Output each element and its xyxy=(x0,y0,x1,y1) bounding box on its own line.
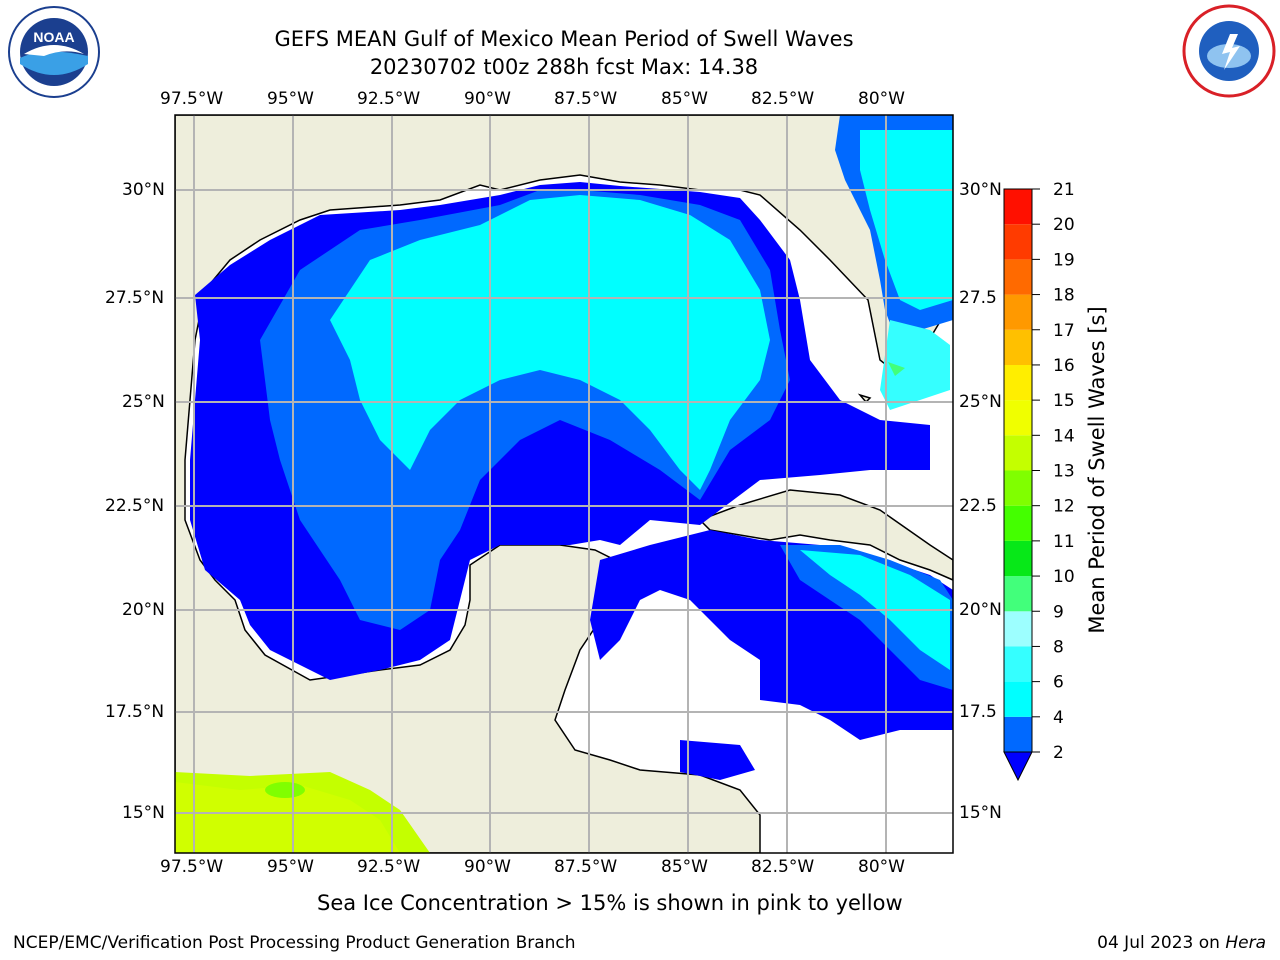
colorbar-segment xyxy=(1004,224,1032,260)
colorbar-label: Mean Period of Swell Waves [s] xyxy=(1085,306,1109,634)
lon-label-top: 87.5°W xyxy=(554,89,618,109)
lat-label-left: 20°N xyxy=(122,600,165,620)
lat-label-right: 25°N xyxy=(959,392,1002,412)
colorbar-segment xyxy=(1004,364,1032,401)
colorbar-tick-label: 2 xyxy=(1053,743,1064,763)
colorbar-segment xyxy=(1004,259,1032,295)
footer-machine: Hera xyxy=(1225,933,1266,953)
colorbar: 2 4 6 8 9 10 11 12 13 14 15 16 17 18 19 20 21 xyxy=(1003,180,1075,782)
lon-label-bottom: 80°W xyxy=(858,857,905,877)
colorbar-segment xyxy=(1004,681,1032,717)
colorbar-tick-label: 19 xyxy=(1053,250,1075,270)
svg-text:NOAA: NOAA xyxy=(33,29,74,45)
colorbar-tick-label: 21 xyxy=(1053,180,1075,200)
colorbar-tick-label: 14 xyxy=(1053,426,1075,446)
chart-title: GEFS MEAN Gulf of Mexico Mean Period of … xyxy=(274,27,854,51)
nws-logo xyxy=(1182,4,1276,98)
footer-date-text: 04 Jul 2023 on xyxy=(1097,933,1226,953)
footer-date: 04 Jul 2023 on Hera xyxy=(1097,933,1266,953)
colorbar-segment xyxy=(1004,611,1032,647)
colorbar-tick-label: 20 xyxy=(1053,215,1075,235)
colorbar-extend-arrow xyxy=(1003,751,1033,782)
lat-label-left: 22.5°N xyxy=(105,496,165,516)
lon-label-bottom: 85°W xyxy=(661,857,708,877)
colorbar-tick-label: 6 xyxy=(1053,673,1064,693)
lon-label-top: 97.5°W xyxy=(160,89,224,109)
colorbar-tick-label: 16 xyxy=(1053,356,1075,376)
colorbar-segment xyxy=(1004,189,1032,225)
colorbar-tick-label: 12 xyxy=(1053,497,1075,517)
colorbar-segment xyxy=(1004,470,1032,506)
colorbar-segment xyxy=(1004,329,1032,365)
colorbar-tick-label: 4 xyxy=(1053,708,1064,728)
colorbar-tick-label: 17 xyxy=(1053,321,1075,341)
lat-label-left: 25°N xyxy=(122,392,165,412)
colorbar-tick-label: 11 xyxy=(1053,532,1075,552)
lon-label-bottom: 87.5°W xyxy=(554,857,618,877)
colorbar-segment xyxy=(1004,400,1032,436)
graticule xyxy=(175,115,953,853)
lon-label-bottom: 82.5°W xyxy=(751,857,815,877)
lon-label-bottom: 90°W xyxy=(464,857,511,877)
lon-label-top: 92.5°W xyxy=(357,89,421,109)
colorbar-segment xyxy=(1004,505,1032,541)
colorbar-tick-label: 9 xyxy=(1053,602,1064,622)
colorbar-segment xyxy=(1004,294,1032,330)
lat-label-right: 20°N xyxy=(959,600,1002,620)
lat-label-right: 27.5 xyxy=(959,288,997,308)
lon-label-bottom: 95°W xyxy=(267,857,314,877)
footer-credit: NCEP/EMC/Verification Post Processing Pr… xyxy=(13,933,576,953)
lon-label-top: 95°W xyxy=(267,89,314,109)
map-frame xyxy=(174,114,954,854)
lon-label-top: 82.5°W xyxy=(751,89,815,109)
lat-label-left: 17.5°N xyxy=(105,702,165,722)
ice-note: Sea Ice Concentration > 15% is shown in … xyxy=(317,891,903,915)
lat-label-left: 27.5°N xyxy=(105,288,165,308)
colorbar-segment xyxy=(1004,576,1032,612)
lon-label-top: 90°W xyxy=(464,89,511,109)
colorbar-tick-label: 13 xyxy=(1053,462,1075,482)
colorbar-tick-label: 15 xyxy=(1053,391,1075,411)
lon-label-top: 80°W xyxy=(858,89,905,109)
colorbar-segment xyxy=(1004,540,1032,577)
colorbar-tick-label: 8 xyxy=(1053,637,1064,657)
lat-label-right: 30°N xyxy=(959,180,1002,200)
colorbar-tick-label: 18 xyxy=(1053,286,1075,306)
colorbar-segment xyxy=(1004,435,1032,471)
lat-label-right: 17.5 xyxy=(959,702,997,722)
noaa-logo: NOAA xyxy=(8,6,100,98)
lon-label-bottom: 92.5°W xyxy=(357,857,421,877)
chart-subtitle: 20230702 t00z 288h fcst Max: 14.38 xyxy=(369,55,759,79)
lon-label-bottom: 97.5°W xyxy=(160,857,224,877)
lon-label-top: 85°W xyxy=(661,89,708,109)
lat-label-right: 15°N xyxy=(959,803,1002,823)
colorbar-tick-label: 10 xyxy=(1053,567,1075,587)
colorbar-segment xyxy=(1004,716,1032,752)
lat-label-left: 30°N xyxy=(122,180,165,200)
lat-label-right: 22.5 xyxy=(959,496,997,516)
lat-label-left: 15°N xyxy=(122,803,165,823)
colorbar-segment xyxy=(1004,646,1032,682)
